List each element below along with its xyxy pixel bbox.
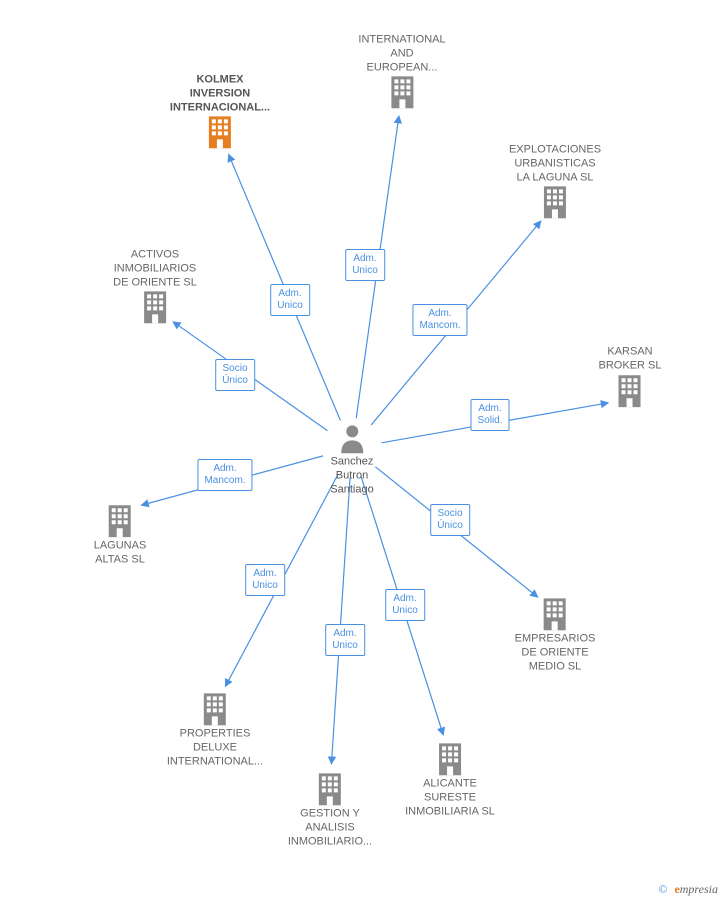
company-label: EMPRESARIOS DE ORIENTE MEDIO SL — [515, 632, 596, 673]
building-icon — [288, 771, 372, 805]
edge-label-karsan: Adm. Solid. — [470, 399, 509, 431]
company-label: ALICANTE SURESTE INMOBILIARIA SL — [405, 777, 495, 818]
edge-label-properties: Adm. Unico — [245, 564, 285, 596]
company-node-laguna[interactable]: EXPLOTACIONES URBANISTICAS LA LAGUNA SL — [509, 141, 601, 218]
brand-rest: mpresia — [680, 882, 718, 896]
company-node-karsan[interactable]: KARSAN BROKER SL — [599, 343, 662, 407]
edge-label-lagunas: Adm. Mancom. — [197, 459, 252, 491]
center-person-node[interactable]: Sanchez Butron Santiago — [330, 423, 373, 496]
company-node-alicante[interactable]: ALICANTE SURESTE INMOBILIARIA SL — [405, 741, 495, 818]
edge-label-empres: Socio Único — [430, 504, 470, 536]
edge-label-gestion: Adm. Unico — [325, 624, 365, 656]
company-label: INTERNATIONAL AND EUROPEAN... — [358, 33, 445, 74]
building-icon — [170, 115, 270, 149]
building-icon — [167, 691, 263, 725]
company-label: PROPERTIES DELUXE INTERNATIONAL... — [167, 727, 263, 768]
company-node-lagunas[interactable]: LAGUNAS ALTAS SL — [94, 503, 147, 567]
company-label: KOLMEX INVERSION INTERNACIONAL... — [170, 73, 270, 114]
company-label: LAGUNAS ALTAS SL — [94, 539, 147, 567]
edge-label-alicante: Adm. Unico — [385, 589, 425, 621]
copyright-symbol: © — [658, 882, 667, 896]
company-node-kolmex[interactable]: KOLMEX INVERSION INTERNACIONAL... — [170, 71, 270, 148]
building-icon — [515, 596, 596, 630]
company-node-empres[interactable]: EMPRESARIOS DE ORIENTE MEDIO SL — [515, 596, 596, 673]
company-node-activos[interactable]: ACTIVOS INMOBILIARIOS DE ORIENTE SL — [113, 246, 197, 323]
building-icon — [599, 373, 662, 407]
edge-label-kolmex: Adm. Unico — [270, 284, 310, 316]
edge-label-activos: Socio Único — [215, 359, 255, 391]
edge-line — [331, 478, 350, 764]
edge-label-intl: Adm. Unico — [345, 249, 385, 281]
company-label: KARSAN BROKER SL — [599, 345, 662, 373]
building-icon — [113, 290, 197, 324]
building-icon — [94, 503, 147, 537]
company-label: ACTIVOS INMOBILIARIOS DE ORIENTE SL — [113, 248, 197, 289]
edge-label-laguna: Adm. Mancom. — [412, 304, 467, 336]
person-icon — [330, 423, 373, 453]
building-icon — [405, 741, 495, 775]
building-icon — [358, 75, 445, 109]
diagram-canvas: Sanchez Butron Santiago KOLMEX INVERSION … — [0, 0, 728, 905]
center-label: Sanchez Butron Santiago — [330, 455, 373, 496]
watermark: © empresia — [658, 882, 718, 897]
company-node-intl[interactable]: INTERNATIONAL AND EUROPEAN... — [358, 31, 445, 108]
company-node-properties[interactable]: PROPERTIES DELUXE INTERNATIONAL... — [167, 691, 263, 768]
building-icon — [509, 185, 601, 219]
company-label: GESTION Y ANALISIS INMOBILIARIO... — [288, 807, 372, 848]
company-label: EXPLOTACIONES URBANISTICAS LA LAGUNA SL — [509, 143, 601, 184]
company-node-gestion[interactable]: GESTION Y ANALISIS INMOBILIARIO... — [288, 771, 372, 848]
